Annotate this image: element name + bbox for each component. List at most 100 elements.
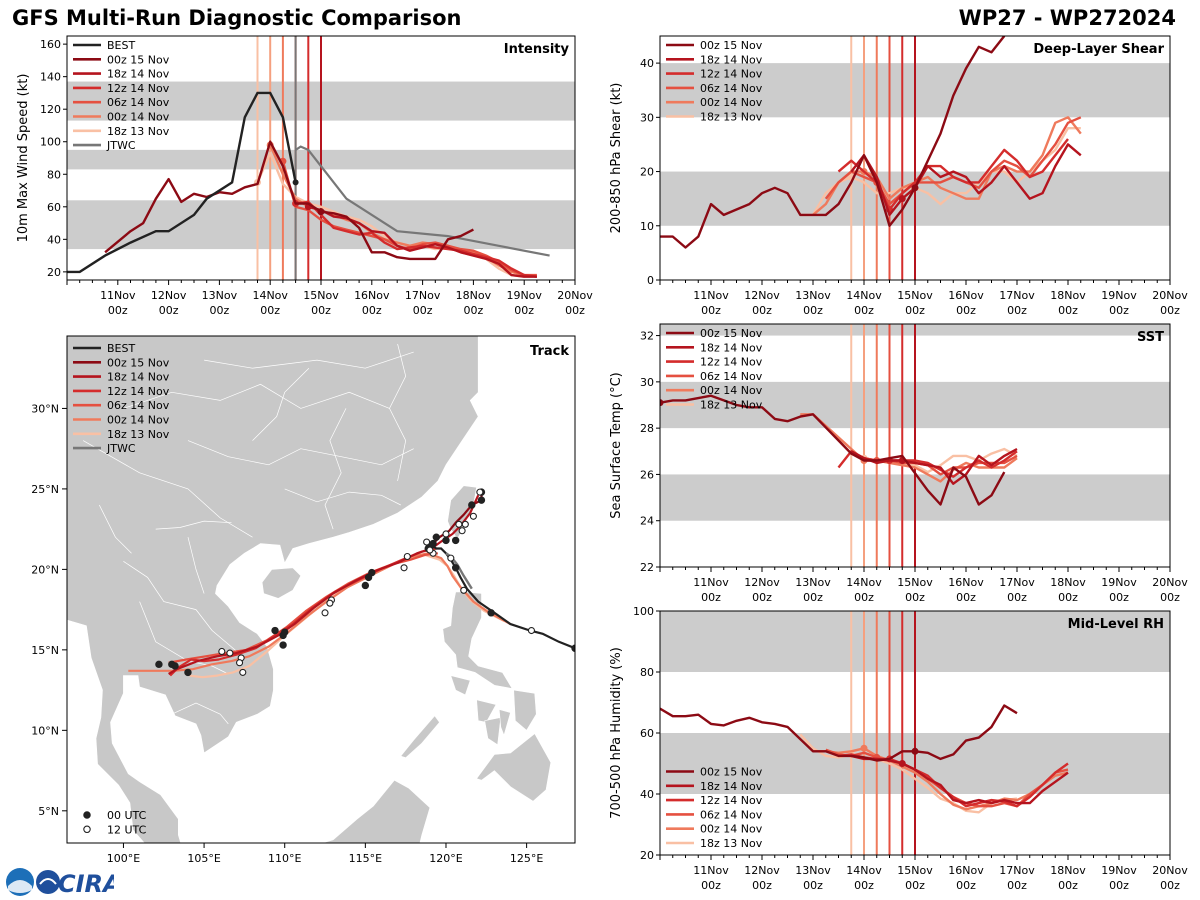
track-00utc-marker [281, 628, 289, 636]
sst-xtick-sub-label: 00z [956, 591, 976, 604]
shear-xtick-sub-label: 00z [752, 304, 772, 317]
sst-ytick-label: 26 [640, 468, 654, 481]
shear-legend-label: 06z 14 Nov [700, 82, 763, 95]
shear-xtick-label: 20Nov [1152, 289, 1188, 302]
intensity-xtick-sub-label: 00z [464, 304, 484, 317]
admin-border [284, 488, 401, 506]
track-ytick-label: 20°N [31, 563, 59, 576]
sst-threshold-band [660, 381, 1170, 429]
sst-legend-label: 18z 14 Nov [700, 341, 763, 354]
track-12utc-marker [400, 564, 408, 572]
shear-xtick-sub-label: 00z [1160, 304, 1180, 317]
rh-series-0 [660, 704, 1018, 762]
rh-series-4 [813, 747, 1069, 811]
intensity-xtick-sub-label: 00z [210, 304, 230, 317]
sst-series-2 [837, 450, 1018, 478]
sst-series-5 [863, 447, 1018, 474]
cira-logo: CIRA [6, 868, 114, 898]
intensity-panel [63, 35, 576, 285]
track-12utc-marker [218, 647, 226, 656]
land-area [67, 336, 479, 843]
rh-init-point [860, 744, 868, 752]
shear-xtick-sub-label: 00z [956, 304, 976, 317]
intensity-ylabel: 10m Max Wind Speed (kt) [16, 74, 31, 243]
intensity-legend-label: 00z 15 Nov [107, 53, 170, 66]
rh-legend-label: 00z 15 Nov [700, 766, 763, 779]
track-00utc-marker [571, 644, 575, 652]
land-area [447, 485, 477, 540]
rh-init-point [873, 753, 881, 761]
shear-xtick-label: 15Nov [897, 289, 933, 302]
sst-xtick-sub-label: 00z [752, 591, 772, 604]
shear-xtick-sub-label: 00z [905, 304, 925, 317]
intensity-threshold-band [67, 81, 575, 121]
shear-xtick-sub-label: 00z [1058, 304, 1078, 317]
rh-ytick-label: 60 [640, 727, 654, 740]
shear-init-point [898, 195, 906, 203]
intensity-ytick-label: 80 [47, 168, 61, 181]
sst-xtick-sub-label: 00z [854, 591, 874, 604]
land-area [476, 699, 497, 723]
shear-xtick-label: 19Nov [1101, 289, 1137, 302]
sst-xtick-sub-label: 00z [803, 591, 823, 604]
shear-plot-area [660, 36, 1170, 280]
track-xtick-label: 115°E [349, 852, 382, 865]
rh-plot-area [660, 611, 1170, 855]
cira-logo-text: CIRA [58, 870, 114, 898]
track-12utc-marker [461, 520, 469, 528]
sst-init-point [873, 457, 881, 465]
track-00utc-marker [279, 641, 287, 649]
intensity-legend-label: 18z 14 Nov [107, 68, 170, 81]
shear-legend-label: 12z 14 Nov [700, 68, 763, 81]
rh-init-point [847, 750, 855, 758]
track-12utc-marker [442, 530, 450, 538]
track-00utc-marker [468, 501, 476, 509]
shear-xtick-label: 16Nov [948, 289, 984, 302]
intensity-legend-label: 06z 14 Nov [107, 96, 170, 109]
rh-legend-label: 12z 14 Nov [700, 794, 763, 807]
shear-series-3 [824, 116, 1082, 206]
track-ytick-label: 5°N [38, 805, 59, 818]
intensity-legend-label: 00z 14 Nov [107, 111, 170, 124]
sst-xtick-sub-label: 00z [905, 591, 925, 604]
rh-xtick-label: 14Nov [846, 864, 882, 877]
shear-threshold-band [660, 63, 1170, 118]
intensity-xtick-label: 19Nov [506, 289, 542, 302]
rh-frame [659, 610, 1171, 856]
track-xtick-label: 100°E [107, 852, 140, 865]
rh-ytick-label: 80 [640, 666, 654, 679]
rh-legend-label: 06z 14 Nov [700, 808, 763, 821]
track-legend-label: 18z 13 Nov [107, 428, 170, 441]
sst-xtick-label: 12Nov [744, 576, 780, 589]
shear-ytick-label: 0 [647, 274, 654, 287]
track-marker-legend-symbol [83, 825, 91, 834]
admin-border [204, 351, 414, 369]
track-xtick-label: 120°E [429, 852, 462, 865]
intensity-frame [66, 35, 576, 281]
rh-xtick-sub-label: 00z [752, 879, 772, 892]
shear-xtick-label: 14Nov [846, 289, 882, 302]
track-ytick-label: 10°N [31, 724, 59, 737]
track-frame [66, 335, 576, 844]
intensity-init-point [254, 178, 261, 186]
intensity-xtick-sub-label: 00z [260, 304, 280, 317]
intensity-init-point [304, 203, 312, 211]
land-area [484, 717, 502, 746]
sst-legend-label: 12z 14 Nov [700, 356, 763, 369]
track-legend-label: 18z 14 Nov [107, 371, 170, 384]
shear-init-point [860, 168, 868, 176]
intensity-xtick-sub-label: 00z [362, 304, 382, 317]
track-ytick-label: 15°N [31, 644, 59, 657]
intensity-ytick-label: 160 [40, 38, 61, 51]
intensity-xtick-label: 20Nov [557, 289, 593, 302]
track-series-4 [128, 552, 512, 672]
sst-init-point [898, 457, 906, 465]
intensity-xtick-label: 13Nov [202, 289, 238, 302]
track-00utc-marker [364, 573, 373, 582]
track-12utc-marker [237, 654, 245, 662]
sst-title: SST [1137, 330, 1164, 345]
rh-xtick-sub-label: 00z [1160, 879, 1180, 892]
land-area [442, 591, 513, 689]
rh-xtick-sub-label: 00z [1058, 879, 1078, 892]
track-12utc-marker [476, 488, 484, 496]
